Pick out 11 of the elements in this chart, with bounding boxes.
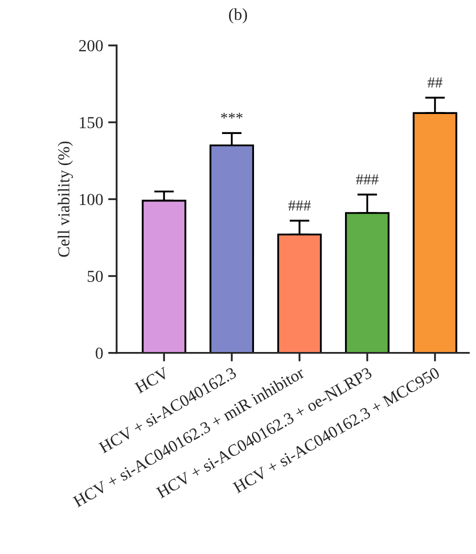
y-tick-label: 0 (96, 348, 103, 359)
annotation: ### (356, 174, 378, 184)
chart-title: (b) (229, 8, 247, 24)
y-tick-label: 100 (80, 194, 103, 206)
annotation: *** (221, 112, 243, 118)
y-axis-title: Cell viability (%) (58, 142, 73, 257)
annotation: ## (428, 77, 442, 88)
y-tick-label: 200 (79, 40, 103, 52)
y-tick-label: 50 (88, 270, 103, 282)
y-tick-label: 150 (80, 116, 103, 128)
annotation: ### (288, 200, 311, 210)
